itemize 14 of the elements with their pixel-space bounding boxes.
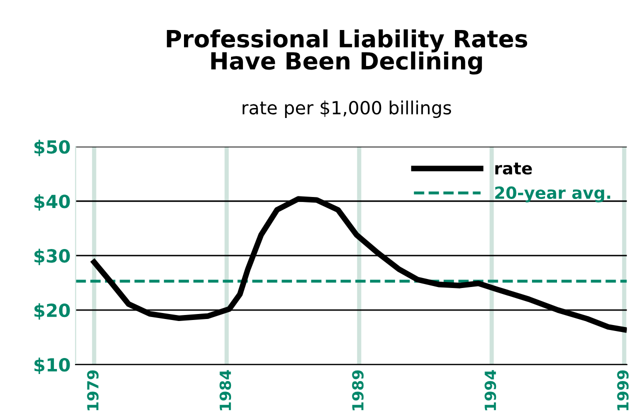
x-tick-label: 1984 xyxy=(220,370,232,410)
x-tick-label: 1999 xyxy=(617,370,629,410)
chart-subtitle: rate per $1,000 billings xyxy=(242,100,452,118)
y-tick-label: $20 xyxy=(34,303,70,320)
x-tick-label: 1994 xyxy=(484,370,496,410)
y-tick-label: $10 xyxy=(34,358,70,374)
chart-title: Professional Liability Rates Have Been Declining xyxy=(166,29,528,75)
y-tick-label: $30 xyxy=(34,248,70,266)
y-tick-label: $40 xyxy=(34,194,70,211)
y-tick-label: $50 xyxy=(34,140,70,156)
legend-label: 20-year avg. xyxy=(495,186,610,202)
x-tick-label: 1989 xyxy=(352,370,364,410)
x-tick-label: 1979 xyxy=(87,370,99,410)
legend-label: rate xyxy=(495,162,532,175)
